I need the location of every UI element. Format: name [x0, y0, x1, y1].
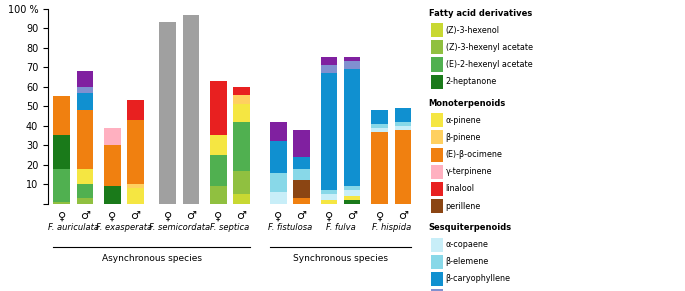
FancyBboxPatch shape: [431, 113, 443, 127]
Text: γ-terpinene: γ-terpinene: [445, 167, 492, 176]
Bar: [77, 184, 93, 198]
Text: α-pinene: α-pinene: [445, 116, 481, 125]
FancyBboxPatch shape: [431, 165, 443, 179]
Bar: [53, 202, 70, 204]
Text: (Z)-3-hexenyl acetate: (Z)-3-hexenyl acetate: [445, 43, 532, 52]
FancyBboxPatch shape: [431, 289, 443, 291]
Text: F. fistulosa: F. fistulosa: [268, 223, 312, 232]
Text: (E)-β-ocimene: (E)-β-ocimene: [445, 150, 502, 159]
FancyBboxPatch shape: [431, 58, 443, 72]
Text: α-copaene: α-copaene: [445, 240, 488, 249]
Bar: [127, 188, 144, 204]
Bar: [321, 65, 338, 73]
Bar: [321, 194, 338, 200]
Bar: [104, 186, 121, 204]
Text: Sesquiterpenoids: Sesquiterpenoids: [429, 223, 512, 232]
Text: F. auriculata: F. auriculata: [48, 223, 99, 232]
FancyBboxPatch shape: [431, 130, 443, 144]
Text: F. septica: F. septica: [210, 223, 249, 232]
Bar: [210, 136, 227, 155]
Text: Fatty acid derivatives: Fatty acid derivatives: [429, 9, 532, 18]
Bar: [53, 97, 70, 136]
FancyBboxPatch shape: [431, 272, 443, 286]
Bar: [233, 95, 250, 104]
Text: β-pinene: β-pinene: [445, 133, 481, 142]
Bar: [233, 122, 250, 171]
Text: β-caryophyllene: β-caryophyllene: [445, 274, 510, 283]
Bar: [53, 168, 70, 202]
FancyBboxPatch shape: [431, 255, 443, 269]
FancyBboxPatch shape: [431, 238, 443, 252]
FancyBboxPatch shape: [431, 199, 443, 213]
Text: linalool: linalool: [445, 184, 475, 194]
FancyBboxPatch shape: [431, 74, 443, 89]
Bar: [127, 184, 144, 188]
Bar: [233, 87, 250, 95]
Bar: [210, 186, 227, 204]
Bar: [344, 196, 360, 200]
Bar: [270, 173, 287, 192]
Text: 2-heptanone: 2-heptanone: [445, 77, 497, 86]
Bar: [270, 192, 287, 204]
Bar: [344, 69, 360, 186]
Text: (Z)-3-hexenol: (Z)-3-hexenol: [445, 26, 499, 35]
Bar: [344, 61, 360, 69]
Bar: [210, 81, 227, 136]
Bar: [371, 110, 388, 124]
Bar: [321, 190, 338, 194]
Text: F. fulva: F. fulva: [326, 223, 356, 232]
Bar: [395, 126, 411, 129]
Bar: [160, 22, 176, 204]
Bar: [233, 104, 250, 122]
Bar: [293, 129, 310, 157]
Bar: [293, 198, 310, 204]
Text: F. semicordata: F. semicordata: [149, 223, 210, 232]
Bar: [53, 136, 70, 168]
Bar: [371, 124, 388, 128]
Bar: [270, 122, 287, 141]
Bar: [344, 58, 360, 61]
Text: Synchronous species: Synchronous species: [293, 254, 388, 263]
Bar: [77, 198, 93, 204]
Bar: [395, 108, 411, 122]
FancyBboxPatch shape: [431, 40, 443, 54]
Bar: [233, 171, 250, 194]
Bar: [321, 58, 338, 65]
Text: F. hispida: F. hispida: [372, 223, 411, 232]
Bar: [321, 73, 338, 190]
Bar: [127, 100, 144, 120]
Bar: [77, 87, 93, 93]
Bar: [127, 120, 144, 184]
Bar: [182, 15, 199, 204]
Bar: [77, 110, 93, 168]
Bar: [293, 157, 310, 168]
Bar: [270, 141, 287, 173]
Bar: [395, 129, 411, 204]
Text: β-elemene: β-elemene: [445, 257, 489, 266]
Bar: [321, 200, 338, 204]
Text: Asynchronous species: Asynchronous species: [101, 254, 201, 263]
FancyBboxPatch shape: [431, 182, 443, 196]
Bar: [344, 200, 360, 204]
FancyBboxPatch shape: [431, 23, 443, 37]
Bar: [371, 132, 388, 204]
Bar: [293, 168, 310, 180]
Bar: [104, 145, 121, 186]
Bar: [344, 190, 360, 196]
Bar: [371, 128, 388, 132]
Text: (E)-2-hexenyl acetate: (E)-2-hexenyl acetate: [445, 60, 532, 69]
Bar: [77, 168, 93, 184]
Bar: [233, 194, 250, 204]
Text: perillene: perillene: [445, 202, 481, 211]
Bar: [210, 155, 227, 186]
Bar: [293, 180, 310, 198]
Text: F. exasperata: F. exasperata: [96, 223, 152, 232]
Bar: [104, 128, 121, 145]
Bar: [344, 186, 360, 190]
Bar: [395, 122, 411, 126]
FancyBboxPatch shape: [431, 148, 443, 162]
Text: Monoterpenoids: Monoterpenoids: [429, 99, 506, 108]
Bar: [77, 93, 93, 110]
Bar: [77, 71, 93, 87]
